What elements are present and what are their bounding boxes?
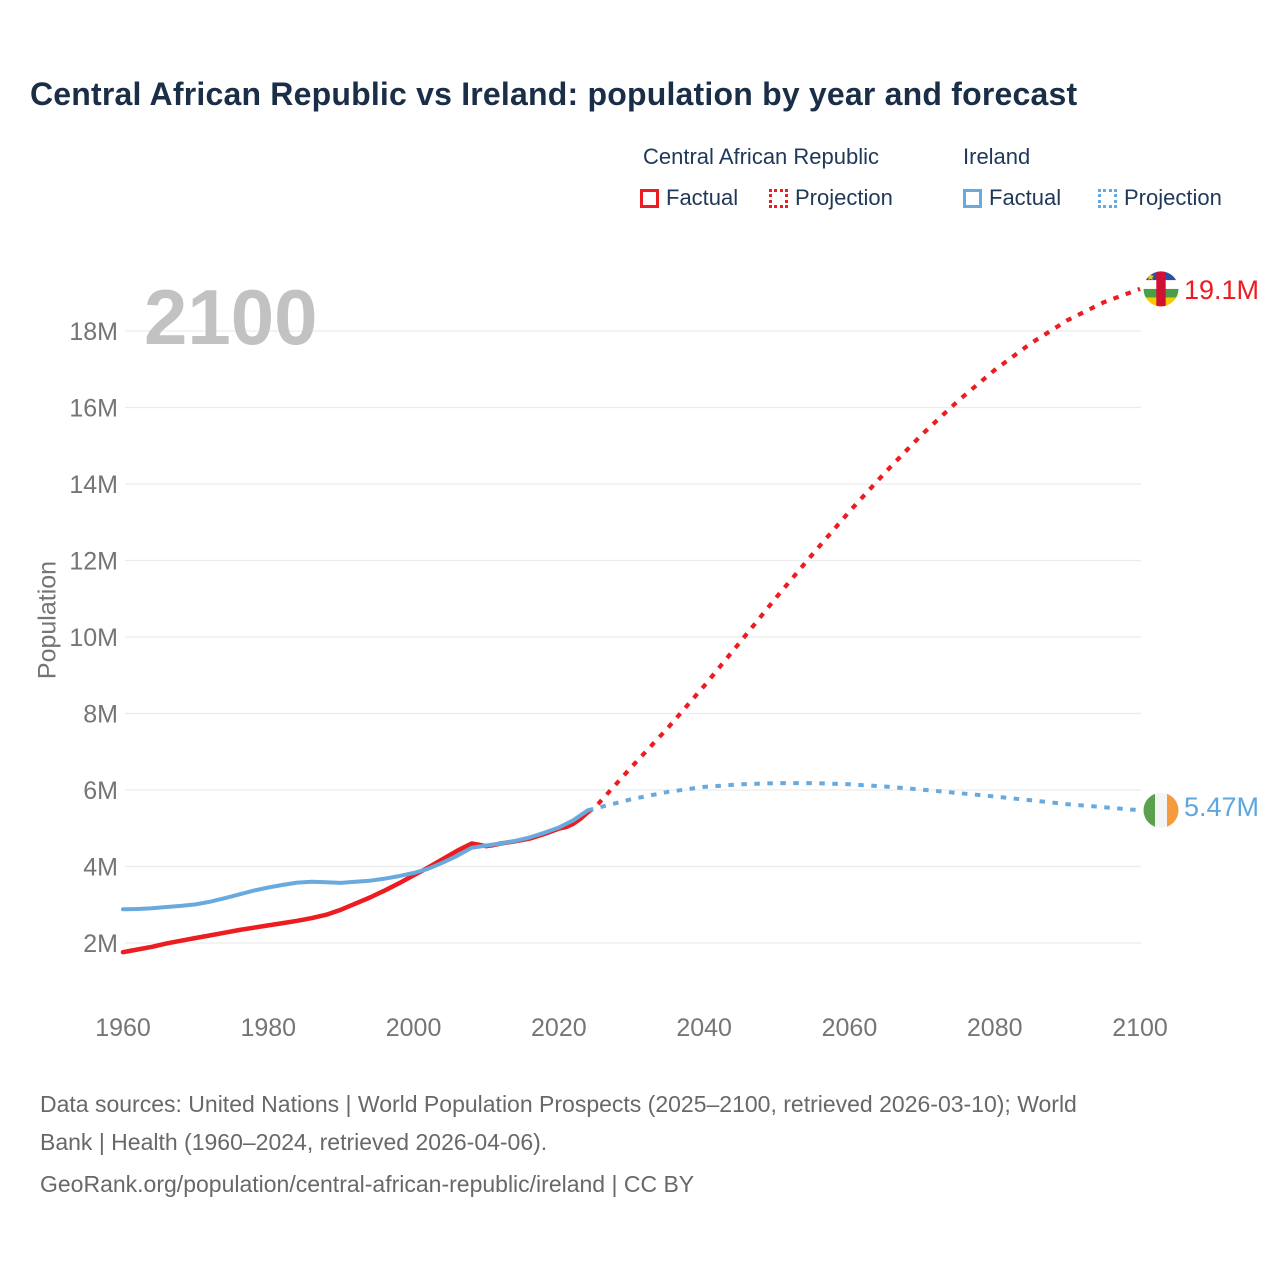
legend-item-car-factual[interactable]: Factual [640,185,738,211]
series-line-ireland-factual[interactable] [121,808,590,912]
y-tick-label: 8M [83,701,118,729]
series-line-ireland-projection[interactable] [587,781,1141,813]
legend-item-ireland-factual[interactable]: Factual [963,185,1061,211]
central-african-republic-flag-icon [1143,271,1179,307]
page-title: Central African Republic vs Ireland: pop… [30,76,1078,112]
ireland-end-value-label: 5.47M [1184,792,1260,822]
legend-group-car: Central African Republic [643,144,880,169]
car-projection-swatch-icon [769,188,788,208]
attribution-link: GeoRank.org/population/central-african-r… [40,1171,695,1197]
data-sources-line-2: Bank | Health (1960–2024, retrieved 2026… [40,1129,548,1155]
y-tick-label: 16M [69,395,118,423]
legend-item-car-projection[interactable]: Projection [769,185,893,211]
car-end-value-label: 19.1M [1184,275,1260,305]
y-tick-label: 4M [83,854,118,882]
x-tick-label: 2080 [967,1014,1023,1042]
legend-item-label: Projection [795,185,893,210]
ireland-flag-icon [1143,792,1179,828]
data-sources-line-1: Data sources: United Nations | World Pop… [40,1091,1077,1117]
x-tick-label: 2060 [822,1014,878,1042]
legend-item-label: Projection [1124,185,1222,210]
legend-item-ireland-projection[interactable]: Projection [1098,185,1222,211]
year-watermark: 2100 [144,273,318,361]
legend-item-label: Factual [989,185,1062,210]
legend-group-ireland: Ireland [963,144,1031,169]
population-chart: 2M 4M 6M 8M 10M 12M 14M 16M 18M 2100 1960 1980 2000 2… [69,271,1179,1042]
y-tick-label: 18M [69,318,118,346]
x-tick-label: 1980 [240,1014,296,1042]
ireland-projection-swatch-icon [1098,188,1117,208]
x-tick-label: 1960 [95,1014,151,1042]
y-tick-label: 2M [83,930,118,958]
x-tick-label: 2000 [386,1014,442,1042]
car-factual-swatch-icon [640,188,659,208]
x-tick-label: 2100 [1112,1014,1168,1042]
y-tick-label: 12M [69,548,118,576]
x-tick-label: 2020 [531,1014,587,1042]
ireland-factual-swatch-icon [963,188,982,208]
legend-item-label: Factual [666,185,739,210]
y-tick-label: 14M [69,471,118,499]
y-tick-label: 10M [69,624,118,652]
x-tick-label: 2040 [676,1014,732,1042]
y-tick-label: 6M [83,777,118,805]
series-line-car-projection[interactable] [586,286,1141,814]
